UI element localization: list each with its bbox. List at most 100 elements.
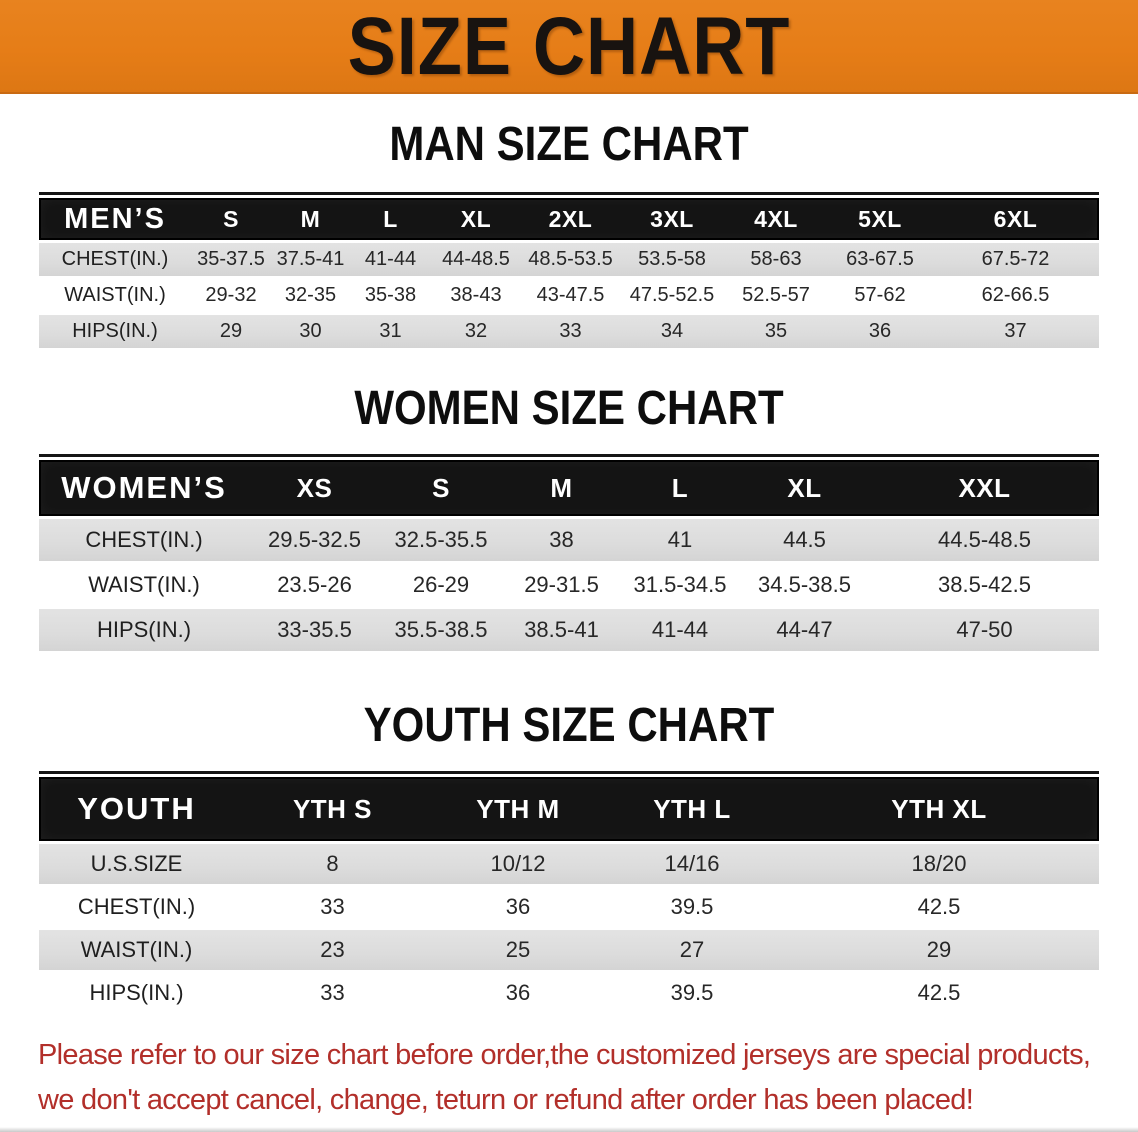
women-section-heading: WOMEN SIZE CHART: [0, 380, 1138, 434]
women-size-header: XL: [787, 472, 822, 503]
youth-value-cell: 42.5: [917, 894, 961, 919]
youth-value-cell: 25: [505, 937, 531, 962]
women-table-row: WAIST(IN.) 23.5-26 26-29 29-31.5 31.5-34.5 34…: [39, 564, 1099, 606]
women-value-cell: 38: [549, 527, 574, 552]
women-value-cell: 38.5-42.5: [938, 572, 1031, 597]
youth-table-row: HIPS(IN.) 33 36 39.5 42.5: [39, 973, 1099, 1013]
men-table-header-row: MEN’S S M L XL 2XL 3XL 4XL 5XL 6XL: [39, 198, 1099, 240]
youth-value-cell: 8: [326, 851, 339, 876]
women-value-cell: 44.5: [783, 527, 826, 552]
men-size-header: 5XL: [858, 205, 902, 232]
women-value-cell: 33-35.5: [277, 617, 352, 642]
women-value-cell: 41: [667, 527, 693, 552]
youth-value-cell: 23: [320, 937, 345, 962]
youth-table-row: CHEST(IN.) 33 36 39.5 42.5: [39, 887, 1099, 927]
men-value-cell: 32: [464, 320, 488, 342]
women-value-cell: 31.5-34.5: [633, 572, 727, 597]
men-value-cell: 35-38: [364, 284, 417, 306]
men-value-cell: 37: [1004, 320, 1027, 342]
men-value-cell: 33: [559, 320, 582, 342]
men-value-cell: 32-35: [284, 284, 337, 306]
youth-size-header: YTH XL: [891, 793, 987, 824]
youth-value-cell: 39.5: [670, 980, 714, 1005]
men-section-heading-text: MAN SIZE CHART: [389, 116, 749, 171]
bottom-edge: [0, 1127, 1138, 1132]
men-value-cell: 62-66.5: [981, 284, 1050, 306]
women-size-table: WOMEN’S XS S M L XL XXL CHEST(IN.) 29.5-32.5 32.5…: [39, 454, 1099, 651]
youth-value-cell: 42.5: [917, 980, 961, 1005]
men-value-cell: 43-47.5: [536, 284, 605, 306]
women-value-cell: 38.5-41: [524, 617, 599, 642]
men-value-cell: 35: [764, 320, 788, 342]
youth-table-header-row: YOUTH YTH S YTH M YTH L YTH XL: [39, 777, 1099, 841]
youth-size-header: YTH L: [653, 793, 731, 824]
men-row-label: HIPS(IN.): [72, 320, 158, 342]
men-value-cell: 34: [660, 320, 684, 342]
men-value-cell: 36: [868, 320, 892, 342]
youth-value-cell: 33: [320, 980, 345, 1005]
women-value-cell: 41-44: [651, 617, 709, 642]
women-size-header: XS: [296, 472, 333, 503]
men-value-cell: 41-44: [364, 248, 417, 270]
men-value-cell: 57-62: [854, 284, 906, 306]
youth-corner-label: YOUTH: [77, 791, 196, 826]
men-value-cell: 30: [299, 320, 322, 342]
youth-row-label: CHEST(IN.): [77, 894, 196, 919]
youth-value-cell: 27: [679, 937, 705, 962]
youth-value-cell: 29: [926, 937, 952, 962]
women-size-header: XXL: [958, 472, 1011, 503]
youth-value-cell: 14/16: [664, 851, 720, 876]
women-row-label: CHEST(IN.): [85, 527, 203, 552]
men-row-label: WAIST(IN.): [64, 284, 166, 306]
women-value-cell: 29.5-32.5: [268, 527, 361, 552]
youth-section-heading-text: YOUTH SIZE CHART: [363, 697, 775, 752]
men-value-cell: 44-48.5: [442, 248, 510, 270]
men-size-header: 6XL: [993, 205, 1038, 232]
women-value-cell: 26-29: [412, 572, 470, 597]
sections-container: MAN SIZE CHART MEN’S S M L XL 2XL 3XL 4XL 5XL 6XL C…: [0, 116, 1138, 1013]
men-value-cell: 29: [219, 320, 243, 342]
men-value-cell: 47.5-52.5: [629, 284, 715, 306]
women-value-cell: 32.5-35.5: [394, 527, 488, 552]
women-row-label: WAIST(IN.): [88, 572, 200, 597]
women-row-label: HIPS(IN.): [96, 617, 192, 642]
youth-table-row: U.S.SIZE 8 10/12 14/16 18/20: [39, 844, 1099, 884]
women-value-cell: 34.5-38.5: [758, 572, 851, 597]
men-table-row: HIPS(IN.) 29 30 31 32 33 34 35 36 37: [39, 315, 1099, 348]
disclaimer-line-2: we don't accept cancel, change, teturn o…: [38, 1084, 974, 1116]
men-value-cell: 67.5-72: [981, 248, 1050, 270]
youth-size-header: YTH M: [476, 793, 560, 824]
youth-value-cell: 36: [505, 894, 531, 919]
men-size-header: 4XL: [754, 205, 798, 232]
men-value-cell: 38-43: [450, 284, 502, 306]
youth-size-header: YTH S: [292, 793, 373, 824]
women-value-cell: 35.5-38.5: [394, 617, 488, 642]
youth-row-label: WAIST(IN.): [80, 937, 193, 962]
men-section-heading: MAN SIZE CHART: [0, 116, 1138, 170]
men-table-row: CHEST(IN.) 35-37.5 37.5-41 41-44 44-48.5 48.5…: [39, 243, 1099, 276]
women-size-header: M: [550, 472, 573, 503]
men-size-header: S: [223, 205, 239, 232]
women-table-header-row: WOMEN’S XS S M L XL XXL: [39, 460, 1099, 516]
men-size-header: 3XL: [650, 205, 694, 232]
youth-table-row: WAIST(IN.) 23 25 27 29: [39, 930, 1099, 970]
women-value-cell: 23.5-26: [277, 572, 352, 597]
men-table-row: WAIST(IN.) 29-32 32-35 35-38 38-43 43-47.5 47.…: [39, 279, 1099, 312]
men-size-header: 2XL: [548, 205, 593, 232]
women-value-cell: 44-47: [776, 617, 833, 642]
men-row-label: CHEST(IN.): [61, 248, 169, 270]
men-value-cell: 31: [379, 320, 402, 342]
women-table-row: CHEST(IN.) 29.5-32.5 32.5-35.5 38 41 44.5 44.5…: [39, 519, 1099, 561]
youth-value-cell: 10/12: [490, 851, 546, 876]
youth-value-cell: 39.5: [670, 894, 714, 919]
women-value-cell: 29-31.5: [524, 572, 599, 597]
men-value-cell: 58-63: [750, 248, 802, 270]
youth-value-cell: 36: [505, 980, 531, 1005]
men-corner-label: MEN’S: [64, 202, 166, 235]
women-value-cell: 44.5-48.5: [938, 527, 1031, 552]
youth-section-heading: YOUTH SIZE CHART: [0, 697, 1138, 751]
women-table-row: HIPS(IN.) 33-35.5 35.5-38.5 38.5-41 41-44 44-…: [39, 609, 1099, 651]
women-size-header: L: [671, 472, 689, 503]
youth-row-label: U.S.SIZE: [90, 851, 183, 876]
